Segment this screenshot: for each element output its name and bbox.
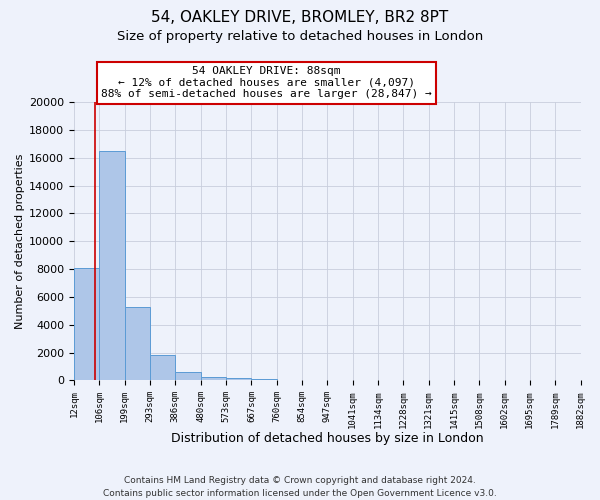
Bar bbox=[125, 306, 150, 380]
Y-axis label: Number of detached properties: Number of detached properties bbox=[15, 154, 25, 329]
Bar bbox=[100, 151, 125, 380]
Text: 54, OAKLEY DRIVE, BROMLEY, BR2 8PT: 54, OAKLEY DRIVE, BROMLEY, BR2 8PT bbox=[151, 10, 449, 25]
X-axis label: Distribution of detached houses by size in London: Distribution of detached houses by size … bbox=[171, 432, 484, 445]
Bar bbox=[201, 376, 226, 380]
Bar bbox=[226, 378, 251, 380]
Text: Contains HM Land Registry data © Crown copyright and database right 2024.
Contai: Contains HM Land Registry data © Crown c… bbox=[103, 476, 497, 498]
Bar bbox=[251, 379, 277, 380]
Bar bbox=[74, 268, 100, 380]
Bar bbox=[175, 372, 201, 380]
Bar bbox=[150, 356, 175, 380]
Text: 54 OAKLEY DRIVE: 88sqm
← 12% of detached houses are smaller (4,097)
88% of semi-: 54 OAKLEY DRIVE: 88sqm ← 12% of detached… bbox=[101, 66, 432, 100]
Text: Size of property relative to detached houses in London: Size of property relative to detached ho… bbox=[117, 30, 483, 43]
